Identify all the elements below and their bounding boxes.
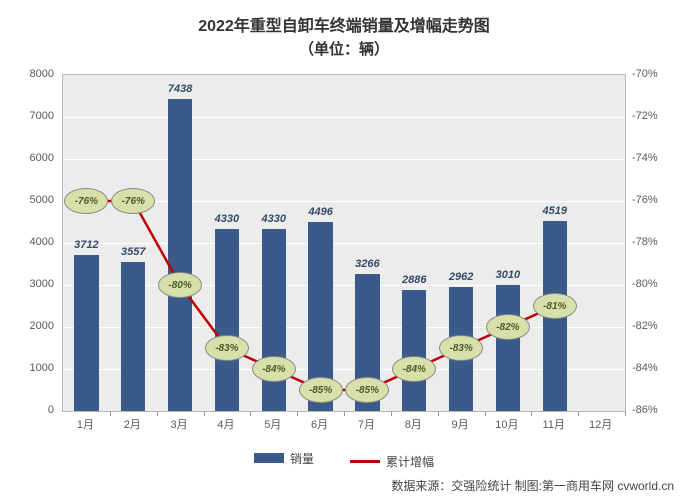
legend-swatch-line bbox=[350, 460, 380, 463]
line-value-ellipse: -76% bbox=[111, 188, 155, 214]
line-value-ellipse: -83% bbox=[205, 335, 249, 361]
legend-item-line: 累计增幅 bbox=[350, 453, 434, 470]
legend-label-bar: 销量 bbox=[290, 450, 314, 467]
y-right-tick: -82% bbox=[632, 320, 658, 332]
x-tickmark bbox=[297, 411, 298, 416]
x-tickmark bbox=[344, 411, 345, 416]
x-tick: 12月 bbox=[589, 416, 612, 432]
x-tick: 5月 bbox=[264, 416, 281, 432]
plot-area: 3712355774384330433044963266288629623010… bbox=[62, 74, 626, 412]
line-value-ellipse: -85% bbox=[345, 377, 389, 403]
line-value-ellipse: -80% bbox=[158, 272, 202, 298]
y-right-tick: -70% bbox=[632, 68, 658, 80]
y-left-tick: 6000 bbox=[20, 152, 54, 164]
x-tick: 3月 bbox=[171, 416, 188, 432]
line-layer bbox=[63, 75, 625, 411]
chart-root: 2022年重型自卸车终端销量及增幅走势图（单位：辆） 37123557743843… bbox=[0, 0, 688, 500]
x-tick: 9月 bbox=[452, 416, 469, 432]
y-left-tick: 4000 bbox=[20, 236, 54, 248]
source-caption: 数据来源：交强险统计 制图:第一商用车网 cvworld.cn bbox=[391, 477, 674, 494]
line-value-ellipse: -82% bbox=[486, 314, 530, 340]
y-left-tick: 3000 bbox=[20, 278, 54, 290]
x-tickmark bbox=[625, 411, 626, 416]
x-tick: 6月 bbox=[311, 416, 328, 432]
y-left-tick: 2000 bbox=[20, 320, 54, 332]
line-value-ellipse: -84% bbox=[252, 356, 296, 382]
x-tickmark bbox=[438, 411, 439, 416]
line-value-ellipse: -81% bbox=[533, 293, 577, 319]
x-tick: 11月 bbox=[543, 416, 565, 432]
y-right-tick: -80% bbox=[632, 278, 658, 290]
line-value-ellipse: -76% bbox=[64, 188, 108, 214]
y-left-tick: 0 bbox=[20, 404, 54, 416]
x-tickmark bbox=[204, 411, 205, 416]
legend: 销量 累计增幅 bbox=[0, 450, 688, 471]
chart-title: 2022年重型自卸车终端销量及增幅走势图（单位：辆） bbox=[0, 12, 688, 59]
x-tickmark bbox=[110, 411, 111, 416]
y-left-tick: 7000 bbox=[20, 110, 54, 122]
x-tick: 2月 bbox=[124, 416, 141, 432]
line-value-ellipse: -85% bbox=[299, 377, 343, 403]
legend-label-line: 累计增幅 bbox=[386, 453, 434, 470]
legend-item-bar: 销量 bbox=[254, 450, 314, 467]
x-tickmark bbox=[250, 411, 251, 416]
x-tick: 4月 bbox=[217, 416, 234, 432]
y-right-tick: -84% bbox=[632, 362, 658, 374]
y-left-tick: 8000 bbox=[20, 68, 54, 80]
x-tickmark bbox=[157, 411, 158, 416]
x-tickmark bbox=[531, 411, 532, 416]
y-right-tick: -86% bbox=[632, 404, 658, 416]
legend-swatch-bar bbox=[254, 453, 284, 463]
y-right-tick: -78% bbox=[632, 236, 658, 248]
y-right-tick: -76% bbox=[632, 194, 658, 206]
x-tickmark bbox=[578, 411, 579, 416]
y-right-tick: -74% bbox=[632, 152, 658, 164]
line-value-ellipse: -83% bbox=[439, 335, 483, 361]
y-left-tick: 1000 bbox=[20, 362, 54, 374]
y-right-tick: -72% bbox=[632, 110, 658, 122]
x-tick: 8月 bbox=[405, 416, 422, 432]
y-left-tick: 5000 bbox=[20, 194, 54, 206]
x-tick: 10月 bbox=[495, 416, 518, 432]
x-tick: 7月 bbox=[358, 416, 375, 432]
x-tickmark bbox=[485, 411, 486, 416]
x-tickmark bbox=[391, 411, 392, 416]
line-value-ellipse: -84% bbox=[392, 356, 436, 382]
x-tick: 1月 bbox=[77, 416, 94, 432]
